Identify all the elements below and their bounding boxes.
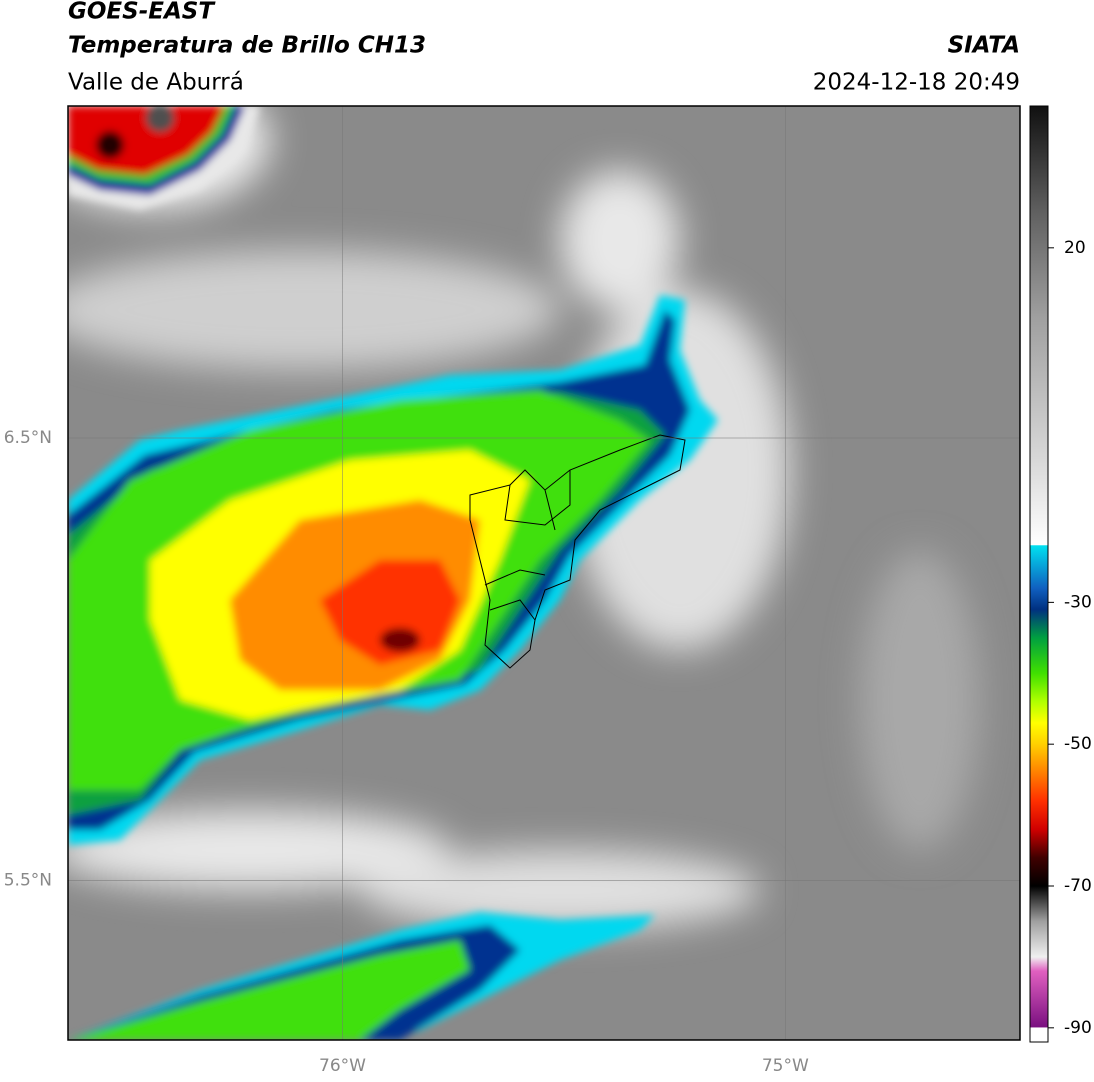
- colorbar-tick-label: -70: [1064, 876, 1092, 896]
- lon-label: 76°W: [319, 1056, 366, 1076]
- subtitle: Temperatura de Brillo CH13: [68, 33, 426, 59]
- lon-label: 75°W: [762, 1056, 809, 1076]
- map-frame: [67, 105, 1021, 1041]
- graticule: [68, 106, 1020, 1040]
- source: SIATA: [948, 33, 1020, 59]
- colorbar-tick-label: -50: [1064, 734, 1092, 754]
- lat-label: 6.5°N: [4, 428, 52, 448]
- colorbar: 20 -30 -50 -70 -90: [1029, 105, 1092, 1043]
- municipal-boundaries: [469, 434, 686, 669]
- colorbar-tick-label: 20: [1064, 238, 1086, 258]
- colorbar-scale: [1029, 105, 1049, 1043]
- colorbar-tick-label: -30: [1064, 592, 1092, 612]
- colorbar-tick-label: -90: [1064, 1018, 1092, 1038]
- lat-label: 5.5°N: [4, 871, 52, 891]
- datetime: 2024-12-18 20:49: [813, 70, 1020, 96]
- region: Valle de Aburrá: [68, 70, 244, 96]
- satellite-image: [68, 106, 1020, 1040]
- title: GOES-EAST: [68, 0, 216, 25]
